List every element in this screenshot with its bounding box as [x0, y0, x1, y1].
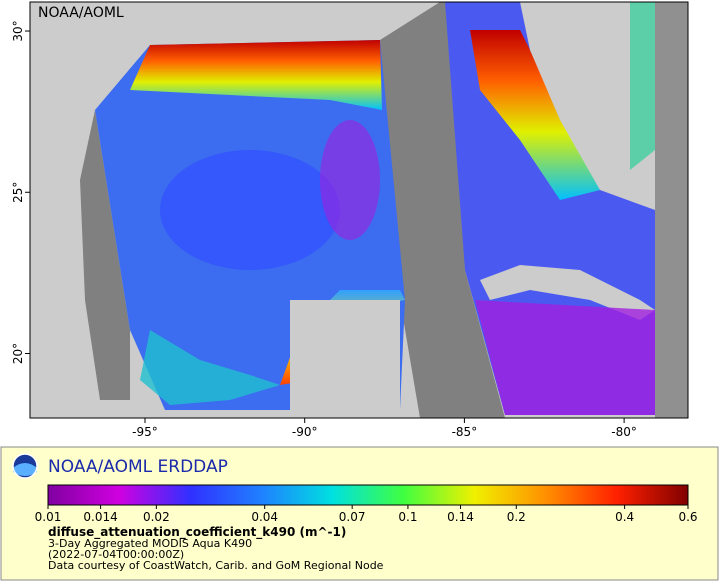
info-line: 3-Day Aggregated MODIS Aqua K490 [48, 537, 252, 550]
colorbar-tick-label: 0.014 [83, 510, 117, 524]
x-tick-label: -80° [611, 425, 637, 439]
colorbar-tick-label: 0.14 [447, 510, 474, 524]
axes: -95° -90° -85° -80° 20° 25° 30° [11, 20, 637, 439]
coast-plume [630, 2, 655, 170]
open-water [160, 150, 340, 270]
x-tick-label: -85° [452, 425, 478, 439]
no-data [655, 2, 688, 418]
watermark: NOAA/AOML [38, 5, 124, 21]
colorbar-tick-label: 0.04 [251, 510, 278, 524]
map-area: NOAA/AOML [29, 1, 689, 419]
land [520, 2, 655, 210]
colorbar-tick-label: 0.6 [678, 510, 697, 524]
colorbar-tick-label: 0.1 [398, 510, 417, 524]
colorbar-tick-label: 0.01 [35, 510, 62, 524]
land [480, 265, 655, 320]
info-line: (2022-07-04T00:00:00Z) [48, 548, 184, 561]
land [290, 300, 400, 410]
x-tick-label: -95° [132, 425, 158, 439]
coast-plume [470, 30, 600, 200]
colorbar-tick-label: 0.4 [615, 510, 634, 524]
map-frame [29, 1, 689, 419]
x-tick-label: -90° [292, 425, 318, 439]
noaa-logo [12, 453, 38, 479]
no-data [380, 2, 505, 418]
colorbar: 0.01 0.014 0.02 0.04 0.07 0.1 0.14 0.2 0.4 0.6 [35, 484, 698, 524]
y-tick-label: 30° [11, 20, 25, 41]
no-data [80, 110, 130, 400]
caribbean [475, 300, 655, 415]
y-tick-label: 20° [11, 343, 25, 364]
legend-title: NOAA/AOML ERDDAP [48, 457, 228, 477]
y-tick-label: 25° [11, 182, 25, 203]
colorbar-tick-label: 0.07 [339, 510, 366, 524]
colorbar-tick-label: 0.02 [143, 510, 170, 524]
open-water [320, 120, 380, 240]
noaa-logo [13, 463, 37, 476]
legend-panel [0, 446, 719, 581]
coast-plume [140, 330, 280, 405]
colorbar-tick-label: 0.2 [507, 510, 526, 524]
variable-name: diffuse_attenuation_coefficient_k490 (m^… [48, 525, 346, 540]
coast-plume [130, 40, 382, 110]
info-line: Data courtesy of CoastWatch, Carib. and … [48, 559, 384, 572]
colorbar-fill [47, 484, 689, 506]
